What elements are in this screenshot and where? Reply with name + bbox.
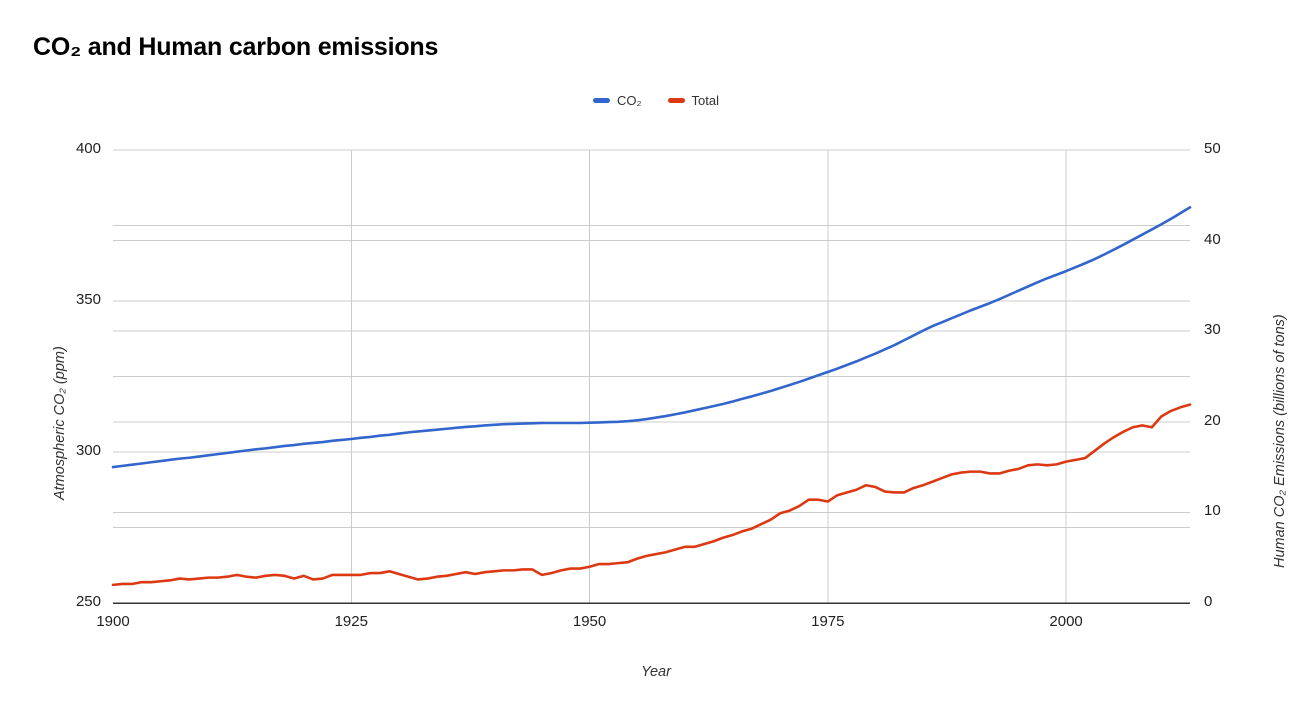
x-axis-title: Year — [641, 664, 671, 680]
series-line-total — [111, 403, 1192, 587]
series-line-co — [111, 206, 1192, 469]
legend-item-co2[interactable]: CO₂ — [592, 93, 642, 108]
legend-swatch-co2 — [592, 98, 610, 103]
x-axis-tick: 1950 — [572, 613, 607, 630]
y-axis-right-tick: 30 — [1204, 321, 1221, 339]
chart-legend: CO₂ Total — [0, 93, 1312, 108]
y-axis-right-tick: 50 — [1204, 140, 1221, 157]
y-axis-right-tick: 40 — [1204, 230, 1221, 248]
x-axis-tick: 1975 — [811, 613, 845, 630]
legend-swatch-total — [667, 98, 685, 103]
x-axis-tick: 1900 — [96, 613, 130, 630]
legend-item-total[interactable]: Total — [667, 93, 719, 108]
chart-title: CO₂ and Human carbon emissions — [33, 33, 439, 61]
y-axis-right-tick: 0 — [1204, 593, 1213, 610]
x-axis-tick: 2000 — [1049, 613, 1083, 630]
y-axis-right-tick: 10 — [1204, 502, 1221, 520]
y-axis-left-tick: 300 — [75, 442, 101, 459]
y-axis-right-tick: 20 — [1204, 411, 1221, 429]
x-axis-tick: 1925 — [334, 613, 368, 630]
data-series-group — [111, 206, 1192, 587]
y-axis-left-tick: 250 — [75, 593, 101, 610]
y-axis-left-tick: 350 — [75, 291, 101, 308]
legend-label-co2: CO₂ — [616, 93, 642, 108]
y-axis-left-tick: 400 — [75, 140, 101, 157]
gridlines — [113, 149, 1190, 604]
legend-label-total: Total — [691, 93, 719, 108]
